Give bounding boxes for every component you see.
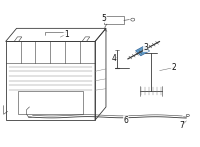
Text: 7: 7: [179, 121, 184, 130]
Polygon shape: [136, 46, 149, 56]
Text: 6: 6: [123, 116, 128, 125]
Bar: [104, 16, 124, 24]
Text: 1: 1: [64, 30, 69, 39]
Text: 4: 4: [111, 54, 116, 64]
Text: 5: 5: [102, 14, 106, 23]
Text: 2: 2: [171, 63, 176, 72]
Text: 3: 3: [143, 43, 148, 52]
Bar: [18, 91, 83, 114]
